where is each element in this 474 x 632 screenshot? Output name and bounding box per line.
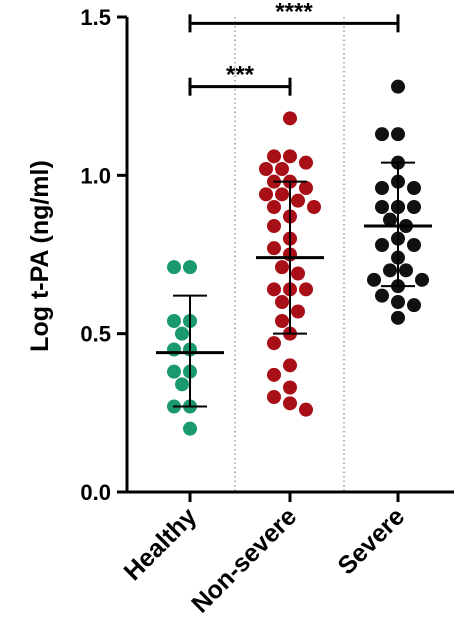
data-point	[267, 367, 281, 382]
y-tick-label: 1.5	[80, 5, 111, 30]
data-point	[399, 263, 413, 278]
data-point	[283, 111, 297, 126]
data-point	[391, 79, 405, 94]
significance-label: ***	[226, 62, 255, 89]
data-point	[391, 295, 405, 309]
data-point	[375, 127, 389, 142]
data-point	[375, 200, 389, 214]
y-axis-title: Log t-PA (ng/ml)	[26, 160, 54, 352]
data-point	[299, 155, 313, 170]
data-point	[291, 304, 305, 319]
data-point	[375, 181, 389, 195]
data-point	[283, 396, 297, 411]
data-point	[275, 260, 289, 275]
x-category-label: Non-severe	[186, 502, 302, 618]
data-point	[383, 212, 397, 227]
data-point	[275, 187, 289, 202]
data-point	[267, 336, 281, 351]
data-point	[375, 238, 389, 252]
data-point	[267, 282, 281, 297]
data-point	[407, 181, 421, 195]
y-tick-label: 1.0	[80, 163, 111, 188]
data-point	[391, 310, 405, 325]
data-point	[275, 295, 289, 309]
data-point	[267, 200, 281, 214]
data-point	[167, 342, 181, 357]
data-point	[367, 272, 381, 287]
data-point	[267, 390, 281, 404]
data-point	[283, 149, 297, 164]
data-point	[299, 282, 313, 297]
data-point	[175, 326, 189, 341]
data-point	[167, 314, 181, 328]
data-point	[183, 421, 197, 436]
data-point	[259, 162, 273, 176]
data-point	[299, 181, 313, 195]
data-point	[175, 377, 189, 392]
data-point	[259, 187, 273, 202]
data-point	[415, 272, 429, 287]
data-point	[267, 219, 281, 233]
data-point	[167, 364, 181, 379]
y-tick-label: 0.5	[80, 322, 111, 347]
data-point	[167, 260, 181, 275]
x-category-label: Severe	[332, 502, 410, 580]
data-point	[267, 241, 281, 256]
data-point	[283, 358, 297, 373]
data-point	[375, 288, 389, 303]
data-point	[183, 260, 197, 275]
data-point	[275, 314, 289, 328]
data-point	[391, 127, 405, 142]
data-point	[267, 149, 281, 164]
data-point	[275, 162, 289, 176]
data-point	[383, 263, 397, 278]
data-point	[291, 266, 305, 281]
data-point	[299, 402, 313, 417]
data-point	[407, 298, 421, 313]
data-point	[283, 380, 297, 395]
significance-label: ****	[275, 0, 313, 25]
data-point	[291, 193, 305, 208]
x-category-label: Healthy	[119, 502, 203, 586]
data-point	[407, 238, 421, 252]
data-point	[407, 200, 421, 214]
y-tick-label: 0.0	[80, 480, 111, 505]
data-point	[307, 200, 321, 214]
